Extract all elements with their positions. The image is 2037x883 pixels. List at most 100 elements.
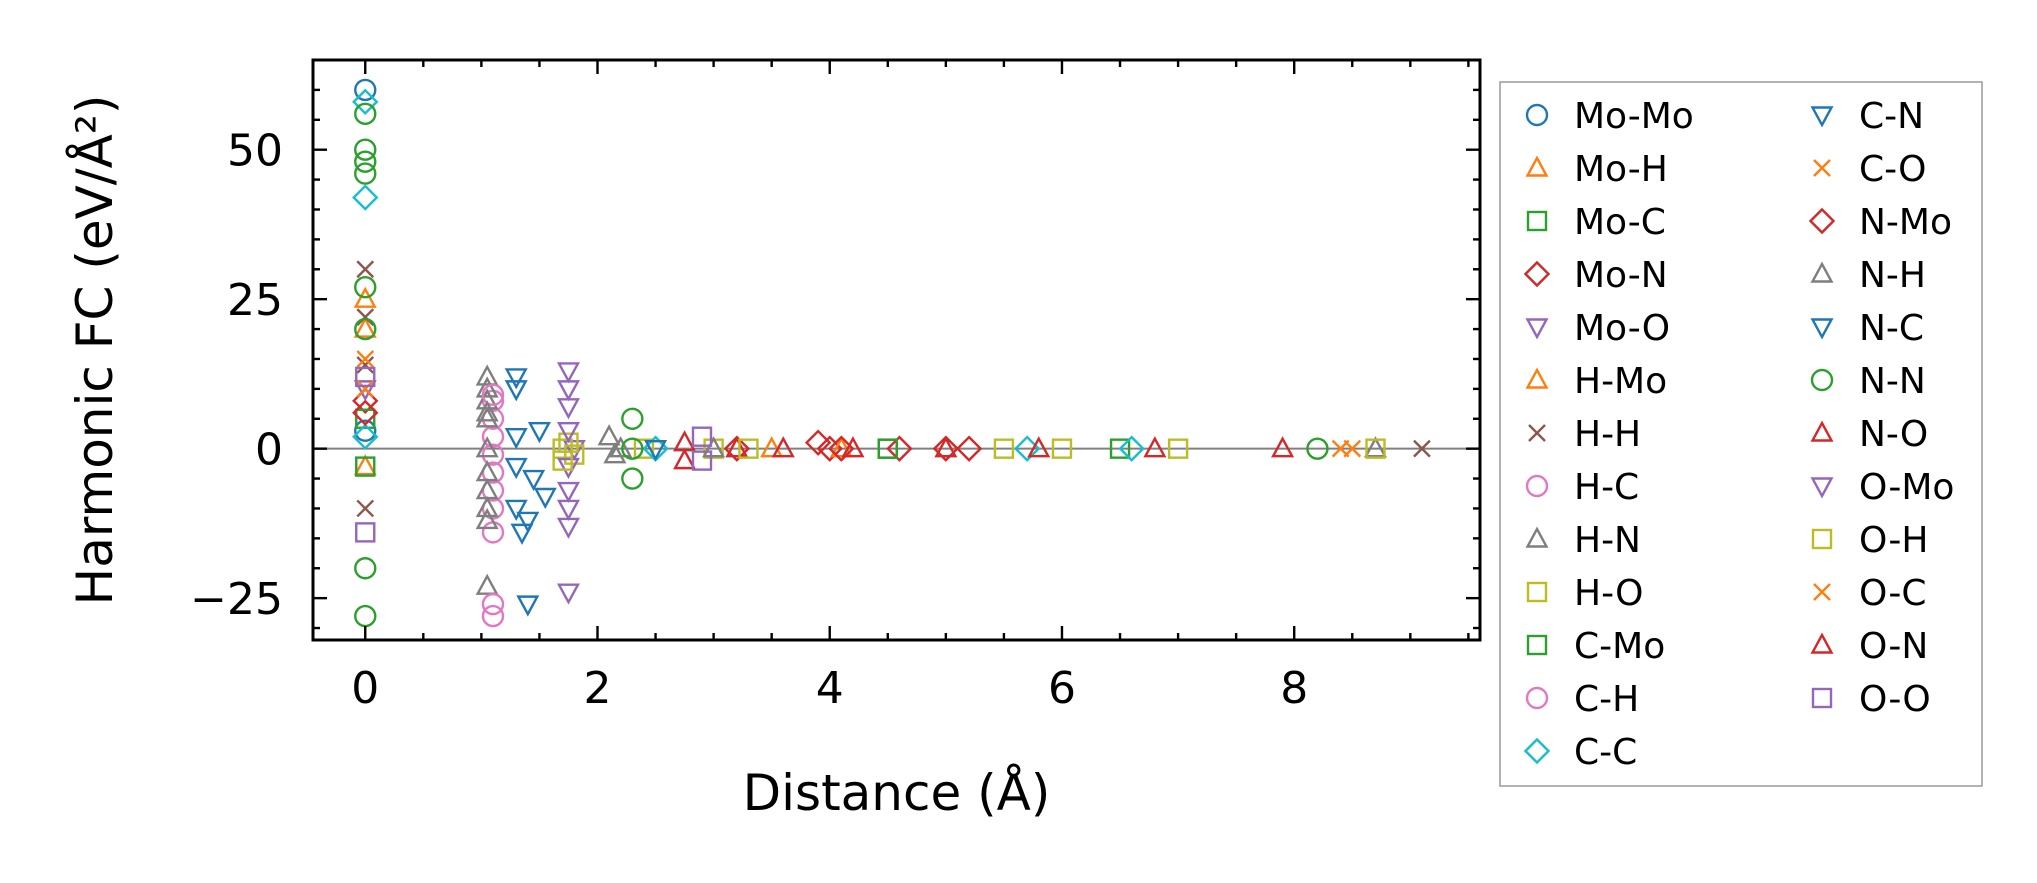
data-point: [510, 523, 534, 545]
legend-marker: [1811, 528, 1833, 550]
data-point: [552, 438, 573, 459]
data-point: [955, 435, 983, 462]
legend-marker: [1525, 367, 1549, 389]
data-point: [562, 439, 586, 462]
data-point: [504, 457, 528, 480]
data-point: [877, 438, 898, 459]
data-point: [475, 376, 499, 398]
data-point: [356, 380, 375, 398]
data-point: [1331, 439, 1350, 458]
data-point: [556, 481, 580, 504]
data-point: [475, 507, 499, 530]
data-point: [804, 429, 832, 456]
legend-item: N-C: [1810, 308, 1924, 349]
y-axis-label: Harmonic FC (eV/Å²): [66, 95, 124, 606]
data-point: [475, 406, 499, 428]
x-tick-label: 8: [1280, 663, 1308, 714]
data-point: [673, 430, 697, 452]
legend-label: C-Mo: [1574, 626, 1665, 667]
data-point: [644, 439, 668, 462]
data-point: [1365, 438, 1386, 459]
data-point: [353, 454, 377, 476]
legend-label: O-O: [1859, 679, 1931, 720]
data-point: [556, 583, 580, 605]
data-point: [1143, 436, 1167, 458]
data-point: [355, 408, 376, 429]
legend-item: C-O: [1813, 149, 1926, 190]
x-tick-label: 2: [583, 663, 611, 714]
data-point: [353, 316, 377, 338]
legend-marker: [1528, 424, 1546, 442]
data-point: [527, 422, 551, 444]
data-point: [353, 286, 377, 308]
data-point: [621, 437, 644, 460]
legend-item: Mo-N: [1523, 255, 1668, 296]
data-point: [702, 436, 726, 458]
data-point: [475, 573, 499, 595]
data-point: [475, 400, 499, 422]
legend-marker: [1811, 687, 1833, 709]
legend-item: C-C: [1523, 732, 1637, 773]
legend: Mo-Mo Mo-H Mo-C Mo-N Mo-O H-Mo H-H H-C H-N H-O C-M…: [1499, 81, 1983, 787]
legend-marker: [1525, 686, 1549, 710]
data-point: [633, 438, 655, 459]
legend-label: C-O: [1859, 149, 1926, 190]
data-point: [504, 428, 528, 450]
plot-frame: [311, 58, 1482, 642]
data-point: [355, 456, 376, 477]
legend-label: Mo-C: [1574, 202, 1666, 243]
legend-marker: [1810, 106, 1834, 128]
data-point: [603, 442, 627, 464]
data-point: [738, 438, 759, 459]
data-point: [552, 450, 573, 471]
data-point: [723, 435, 751, 462]
legend-box: [1499, 81, 1983, 787]
legend-item: Mo-H: [1525, 149, 1668, 190]
legend-item: C-H: [1525, 679, 1639, 720]
x-tick-label: 4: [816, 663, 844, 714]
data-point: [533, 487, 557, 510]
data-point: [354, 604, 377, 628]
data-point: [556, 517, 580, 539]
data-point: [516, 595, 540, 617]
data-point: [1167, 438, 1189, 459]
legend-marker: [1810, 632, 1834, 654]
data-point: [829, 436, 853, 458]
data-point: [354, 317, 377, 341]
data-point: [352, 88, 379, 116]
legend-item: O-C: [1813, 573, 1926, 614]
legend-label: H-O: [1574, 573, 1643, 614]
data-point: [355, 366, 376, 388]
legend-marker: [1523, 260, 1551, 288]
data-point: [356, 499, 375, 518]
data-point: [354, 150, 377, 173]
data-point: [481, 604, 505, 628]
data-point: [691, 450, 713, 471]
data-point: [516, 511, 540, 533]
legend-marker: [1525, 318, 1549, 340]
data-point: [354, 102, 377, 126]
legend-label: N-C: [1859, 308, 1924, 349]
legend-item: N-H: [1810, 255, 1926, 296]
legend-marker: [1525, 155, 1549, 177]
legend-label: O-N: [1859, 626, 1928, 667]
legend-item: H-O: [1526, 573, 1643, 614]
legend-item: H-H: [1528, 414, 1641, 455]
data-point: [1051, 438, 1073, 459]
legend-label: C-N: [1859, 96, 1924, 137]
data-point: [352, 423, 379, 450]
data-point: [556, 398, 580, 420]
y-tick-label: 50: [227, 126, 283, 177]
data-point: [1271, 436, 1295, 458]
legend-item: O-N: [1810, 626, 1928, 667]
legend-marker: [1525, 474, 1549, 498]
legend-item: O-O: [1811, 679, 1931, 720]
data-point: [356, 308, 375, 326]
x-tick-label: 6: [1048, 663, 1076, 714]
legend-item: Mo-O: [1525, 308, 1670, 349]
data-point: [352, 184, 379, 211]
legend-marker: [1813, 159, 1831, 177]
data-point: [621, 467, 644, 490]
data-point: [1363, 436, 1388, 458]
